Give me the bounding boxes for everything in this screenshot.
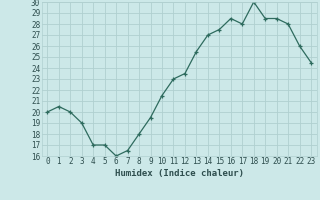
X-axis label: Humidex (Indice chaleur): Humidex (Indice chaleur)	[115, 169, 244, 178]
